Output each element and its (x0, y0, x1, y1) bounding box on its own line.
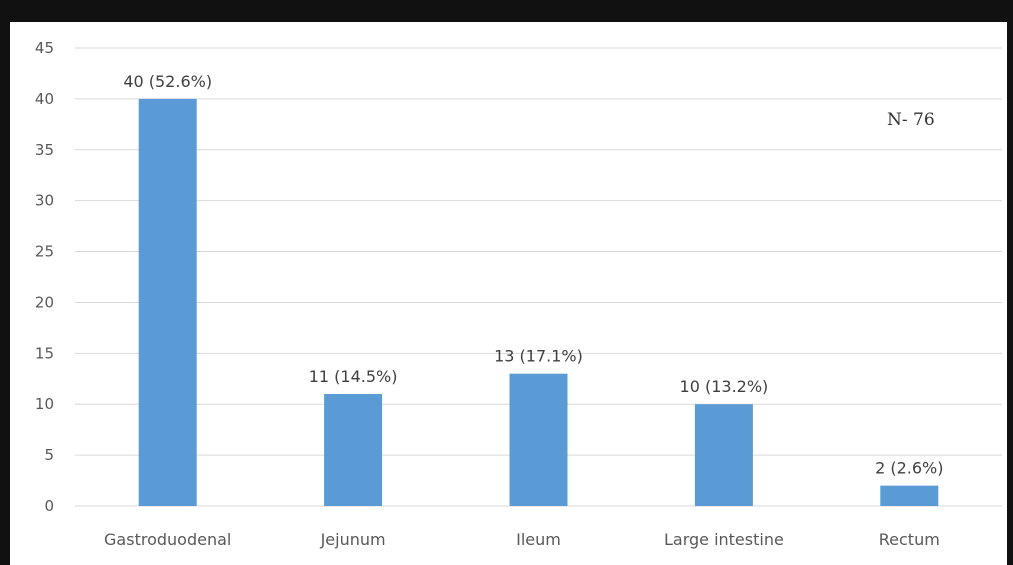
frame-left-border (0, 0, 10, 565)
data-label: 2 (2.6%) (875, 459, 943, 478)
y-tick-label: 35 (35, 141, 54, 159)
bar-rectum (880, 485, 939, 506)
y-tick-label: 30 (35, 192, 54, 210)
frame-top-border (0, 0, 1013, 22)
category-label: Large intestine (664, 530, 784, 549)
sample-size-annotation: N- 76 (887, 110, 935, 130)
y-tick-label: 45 (35, 39, 54, 57)
gridlines (75, 47, 1002, 507)
category-label: Rectum (879, 530, 940, 549)
y-axis-tick-labels: 0 5 10 15 20 25 30 35 40 45 (35, 39, 54, 515)
bar-jejunum (324, 394, 383, 506)
y-tick-label: 10 (35, 395, 54, 413)
bar-ileum (509, 373, 568, 506)
y-tick-label: 5 (44, 446, 54, 464)
data-labels: 40 (52.6%) 11 (14.5%) 13 (17.1%) 10 (13.2%)… (123, 72, 943, 478)
category-label: Jejunum (320, 530, 386, 549)
y-tick-label: 40 (35, 90, 54, 108)
y-tick-label: 15 (35, 344, 54, 362)
data-label: 13 (17.1%) (494, 347, 583, 366)
category-label: Ileum (516, 530, 561, 549)
data-label: 11 (14.5%) (309, 367, 398, 386)
bar-gastroduodenal (138, 98, 197, 506)
data-label: 10 (13.2%) (680, 377, 769, 396)
y-tick-label: 20 (35, 293, 54, 311)
frame-right-border (1007, 0, 1013, 565)
bars (138, 98, 939, 506)
bar-large-intestine (694, 404, 753, 506)
category-label: Gastroduodenal (104, 530, 231, 549)
data-label: 40 (52.6%) (123, 72, 212, 91)
y-tick-label: 0 (44, 497, 54, 515)
y-tick-label: 25 (35, 243, 54, 261)
category-labels: Gastroduodenal Jejunum Ileum Large intestin… (104, 530, 940, 549)
